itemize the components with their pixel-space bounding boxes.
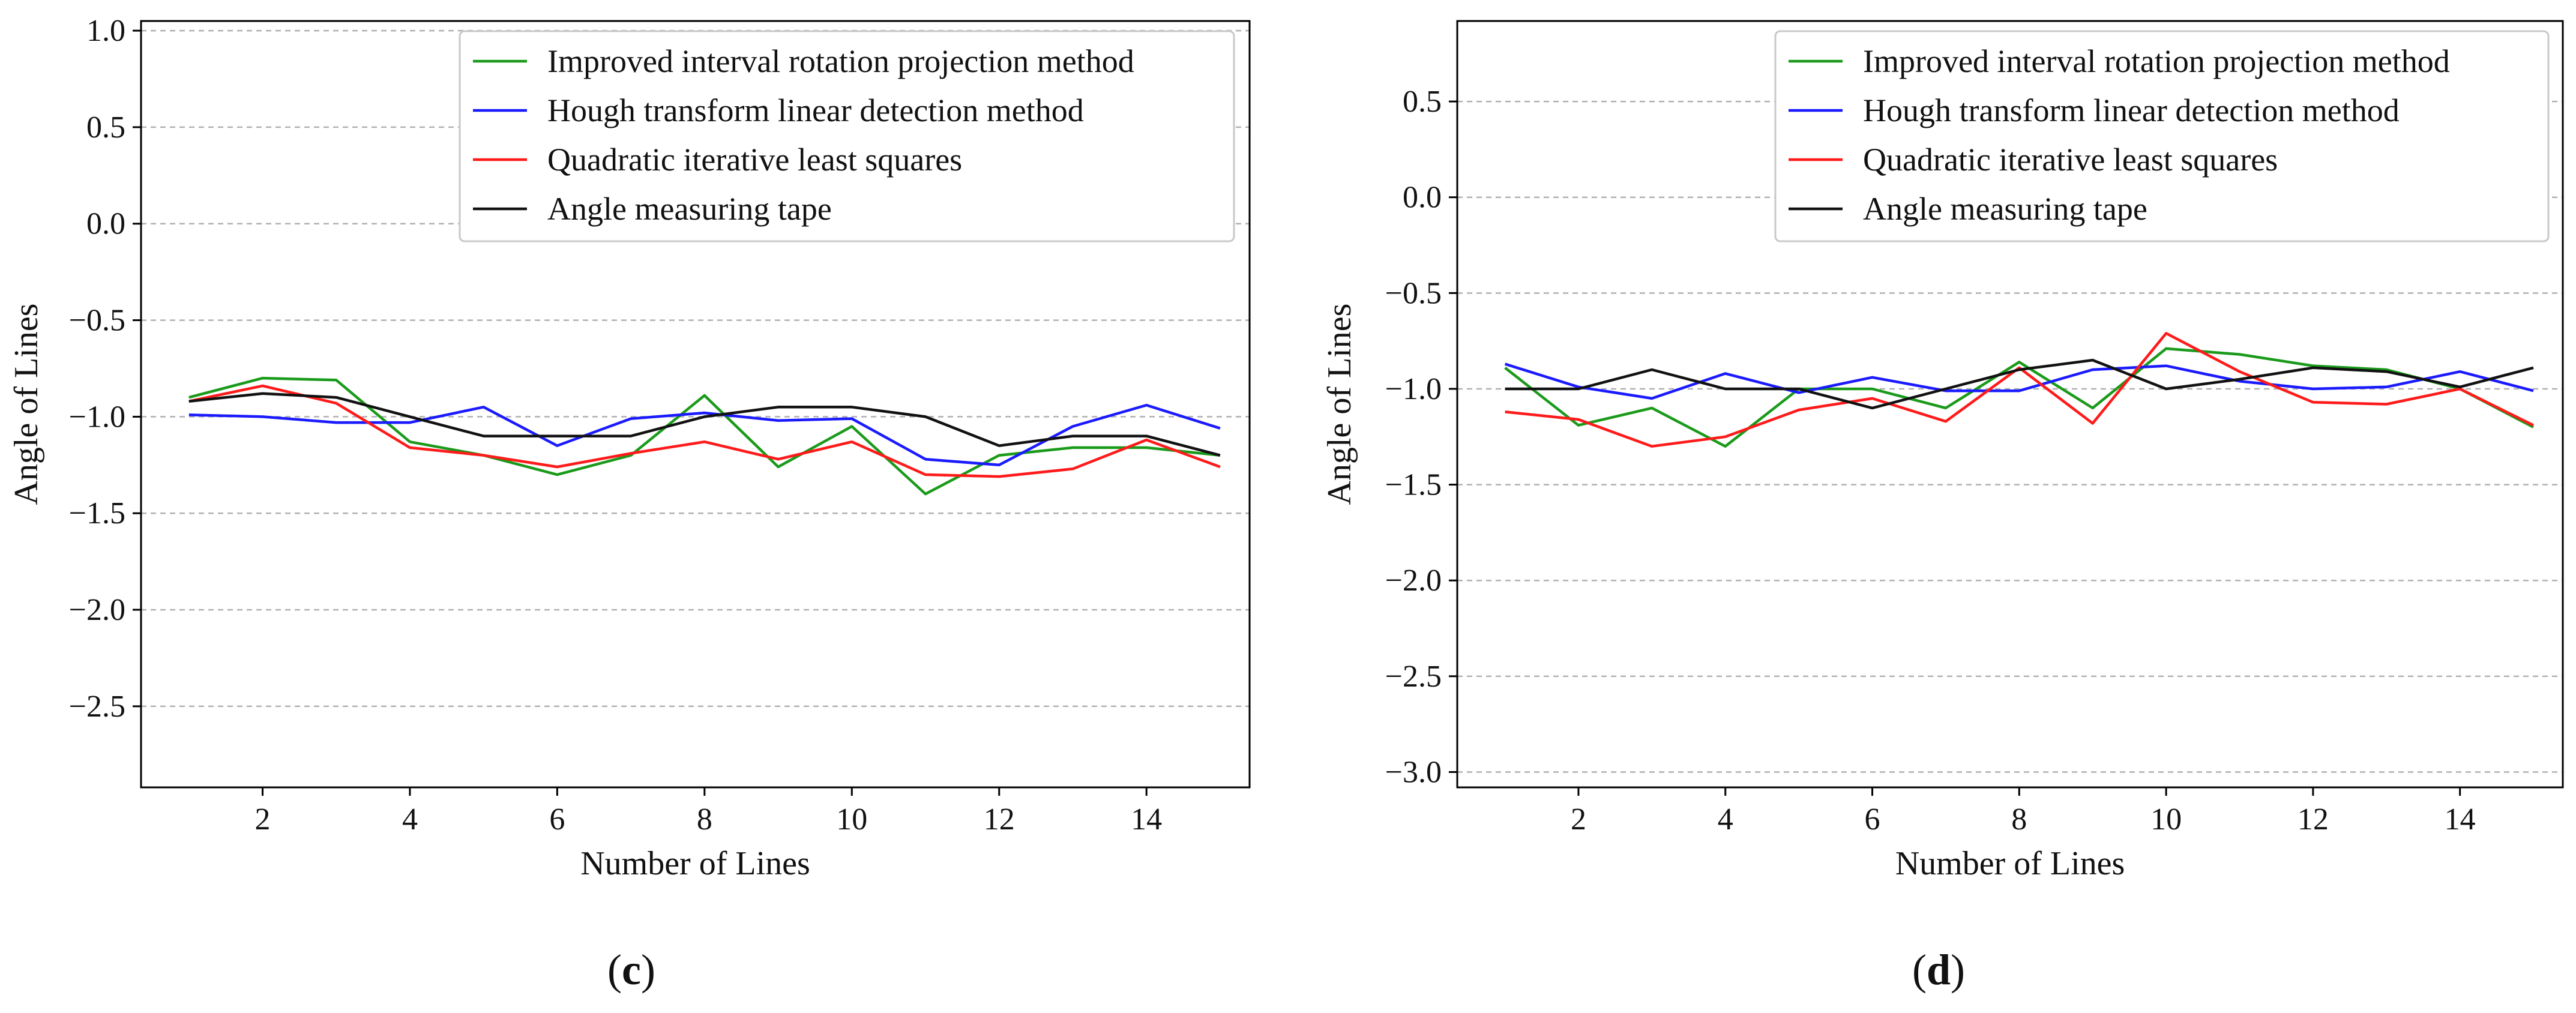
y-tick-label: −2.5: [1385, 660, 1442, 694]
series-line-green: [188, 376, 1221, 496]
panel-label: (d): [1912, 946, 1965, 994]
x-tick-label: 8: [2011, 802, 2027, 837]
x-tick-label: 10: [2150, 802, 2182, 837]
panel-label: (c): [607, 946, 655, 994]
legend: Improved interval rotation projection me…: [1774, 30, 2550, 242]
legend-box: [459, 30, 1235, 242]
series-line-blue: [1504, 362, 2534, 400]
series-line-green: [1504, 347, 2535, 448]
y-tick-label: 0.5: [1403, 85, 1442, 119]
x-axis-label: Number of Lines: [1895, 845, 2125, 882]
y-tick-label: −2.0: [69, 593, 125, 627]
y-tick-label: 0.0: [1403, 181, 1442, 215]
x-tick-label: 6: [549, 802, 565, 837]
y-tick-label: −1.0: [1385, 372, 1442, 406]
y-axis-label: Angle of Lines: [1321, 304, 1358, 505]
y-tick-label: −3.0: [1385, 755, 1442, 789]
chart-panel-d: 0.5 0.0 −0.5 −1.0 −1.5 −2.0 −2.5 −3.0 2 4 6 8 10 12 14…: [1321, 20, 2564, 994]
x-tick-label: 6: [1865, 802, 1880, 837]
x-tick-label: 4: [1718, 802, 1733, 837]
x-tick-label: 12: [2298, 802, 2329, 837]
x-tick-label: 12: [984, 802, 1015, 837]
x-tick-label: 14: [1131, 802, 1162, 837]
y-tick-label: −1.5: [1385, 468, 1442, 502]
series-line-blue: [188, 403, 1221, 467]
legend-entry: Hough transform linear detection method: [1863, 92, 2400, 128]
legend-entry: Improved interval rotation projection me…: [547, 43, 1134, 79]
y-tick-label: 1.0: [86, 14, 125, 48]
x-tick-label: 8: [697, 802, 712, 837]
series-line-black: [1505, 358, 2534, 410]
y-tick-label: 0.5: [86, 110, 125, 145]
legend-entry: Hough transform linear detection method: [547, 92, 1084, 128]
legend-entry: Angle measuring tape: [547, 191, 832, 227]
y-tick-label: −1.0: [69, 400, 125, 434]
legend-entry: Quadratic iterative least squares: [1863, 142, 2278, 178]
series-line-red: [1505, 332, 2534, 448]
legend-entry: Quadratic iterative least squares: [547, 142, 962, 178]
y-tick-label: −2.5: [69, 690, 125, 724]
x-tick-label: 10: [836, 802, 867, 837]
y-tick-label: −2.0: [1385, 564, 1442, 598]
y-tick-label: −0.5: [1385, 276, 1442, 310]
legend: Improved interval rotation projection me…: [459, 30, 1235, 242]
x-tick-label: 4: [402, 802, 418, 837]
legend-entry: Angle measuring tape: [1863, 191, 2147, 227]
plot-frame: [1456, 20, 2564, 789]
y-axis-label: Angle of Lines: [8, 304, 45, 505]
legend-box: [1774, 30, 2550, 242]
x-tick-label: 14: [2445, 802, 2476, 837]
y-tick-label: 0.0: [86, 207, 125, 241]
series-line-black: [188, 392, 1221, 457]
x-axis-label: Number of Lines: [580, 845, 810, 882]
y-tick-label: −0.5: [69, 304, 125, 338]
y-tick-label: −1.5: [69, 496, 125, 531]
x-tick-label: 2: [254, 802, 270, 837]
plot-frame: [140, 20, 1251, 789]
legend-entry: Improved interval rotation projection me…: [1863, 43, 2450, 79]
chart-panel-c: 1.0 0.5 0.0 −0.5 −1.0 −1.5 −2.0 −2.5 2 4 6 8 10 12 14 I…: [8, 14, 1251, 994]
series-line-red: [188, 384, 1221, 478]
x-tick-label: 2: [1571, 802, 1586, 837]
